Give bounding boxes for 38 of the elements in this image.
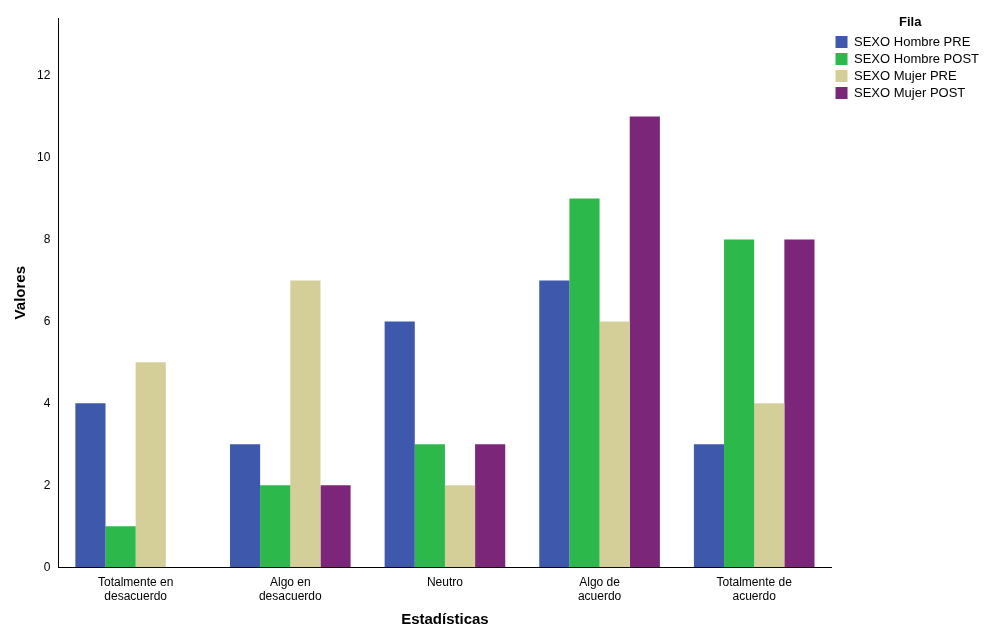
legend-label: SEXO Mujer PRE xyxy=(854,67,957,83)
bar xyxy=(229,444,261,568)
bar xyxy=(75,403,106,568)
x-axis-title: Estadísticas xyxy=(401,610,489,628)
x-tick-label: Algo de acuerdo xyxy=(577,574,622,604)
y-tick-label: 12 xyxy=(36,67,51,82)
bar xyxy=(290,280,321,568)
x-tick-label: Algo en desacuerdo xyxy=(258,574,322,604)
y-axis-title: Valores xyxy=(11,266,29,320)
bar xyxy=(105,526,136,568)
bar xyxy=(475,444,506,568)
y-tick-label: 2 xyxy=(43,477,51,492)
x-tick-label: Neutro xyxy=(426,574,464,589)
y-tick-label: 10 xyxy=(36,149,51,164)
x-tick-label: Totalmente de acuerdo xyxy=(716,574,793,604)
bar xyxy=(693,444,725,568)
legend-title: Fila xyxy=(899,14,923,30)
legend-label: SEXO Hombre PRE xyxy=(854,33,971,49)
bar xyxy=(754,403,785,568)
bar xyxy=(384,321,415,568)
bar xyxy=(784,239,815,568)
x-tick-label: Totalmente en desacuerdo xyxy=(97,574,174,604)
y-tick-label: 6 xyxy=(43,313,51,328)
bar xyxy=(320,485,351,568)
bar xyxy=(414,444,445,568)
bar xyxy=(260,485,291,568)
bar xyxy=(599,321,630,568)
bar xyxy=(724,239,755,568)
bar xyxy=(569,198,600,568)
bar xyxy=(444,485,476,568)
bar xyxy=(539,280,570,568)
bar xyxy=(135,362,166,568)
legend-label: SEXO Hombre POST xyxy=(854,50,980,66)
y-tick-label: 4 xyxy=(43,395,51,410)
bar xyxy=(629,116,660,568)
legend-label: SEXO Mujer POST xyxy=(854,84,966,100)
y-tick-label: 0 xyxy=(43,559,51,574)
y-tick-label: 8 xyxy=(43,231,51,246)
